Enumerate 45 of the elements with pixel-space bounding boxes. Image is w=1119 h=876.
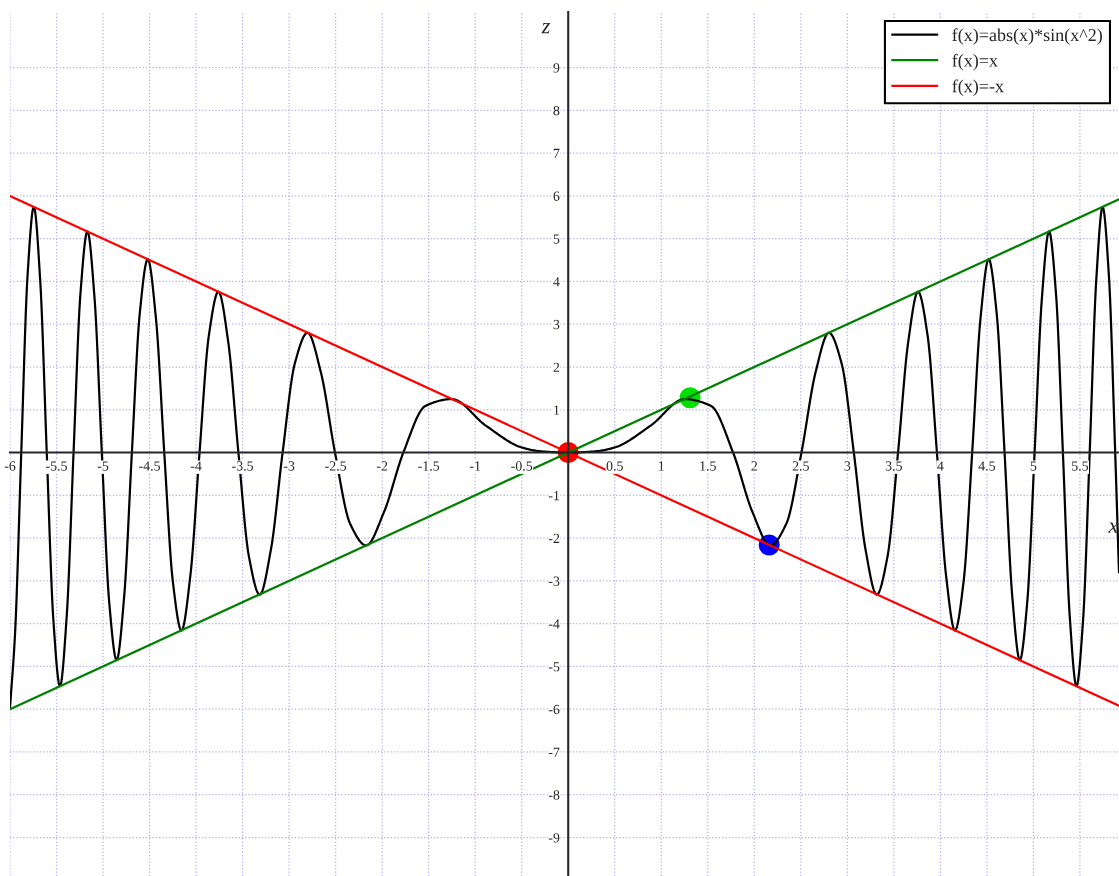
y-tick-label: 3 [553, 319, 560, 330]
x-tick-label: -0.5 [511, 461, 533, 471]
y-tick-label: -3 [548, 576, 560, 586]
y-tick-label: 4 [553, 277, 560, 287]
x-tick-label: -3.5 [232, 461, 254, 471]
x-tick-label: -6 [4, 461, 16, 471]
y-tick-label: 6 [553, 191, 560, 201]
y-tick-label: 9 [553, 63, 560, 73]
x-tick-label: 4 [937, 461, 944, 471]
x-tick-label: 1 [659, 461, 664, 471]
y-tick-label: 5 [553, 234, 560, 244]
x-tick-label: -5 [97, 461, 109, 471]
x-tick-label: -5.5 [46, 461, 67, 471]
legend-label: f(x)=abs(x)*sin(x^2) [952, 28, 1102, 45]
y-tick-label: -9 [548, 833, 560, 843]
x-tick-label: -4.5 [139, 461, 161, 471]
x-tick-label: 5.5 [1072, 461, 1089, 471]
x-tick-label: 2 [751, 461, 757, 471]
y-tick-label: -7 [548, 747, 560, 757]
x-tick-label: 4.5 [978, 461, 996, 471]
y-tick-label: -8 [548, 790, 560, 800]
y-tick-label: 1 [554, 405, 560, 415]
x-tick-label: 5 [1030, 461, 1037, 471]
y-tick-label: -1 [548, 490, 560, 501]
x-tick-label: -4 [190, 461, 202, 471]
x-tick-label: -3 [283, 461, 295, 471]
y-tick-label: 2 [553, 362, 560, 372]
x-tick-label: -1 [469, 461, 481, 471]
x-tick-label: 3 [844, 461, 851, 471]
y-tick-label: 7 [553, 148, 560, 158]
legend-label: f(x)=x [952, 53, 998, 71]
x-tick-label: 0.5 [606, 461, 623, 471]
y-tick-label: -5 [548, 662, 560, 672]
legend-label: f(x)=-x [952, 79, 1004, 96]
x-tick-label: -1.5 [418, 461, 440, 471]
x-tick-label: 3.5 [885, 461, 902, 471]
y-tick-label: -4 [548, 619, 560, 629]
x-tick-label: -2 [376, 461, 388, 471]
x-tick-label: -2.5 [325, 461, 347, 471]
x-tick-label: 2.5 [792, 461, 809, 471]
y-tick-label: 8 [553, 105, 560, 116]
y-tick-label: -6 [548, 704, 560, 715]
x-tick-label: 1.5 [700, 461, 716, 471]
y-axis-title: z [541, 22, 551, 34]
y-tick-label: -2 [548, 533, 560, 543]
